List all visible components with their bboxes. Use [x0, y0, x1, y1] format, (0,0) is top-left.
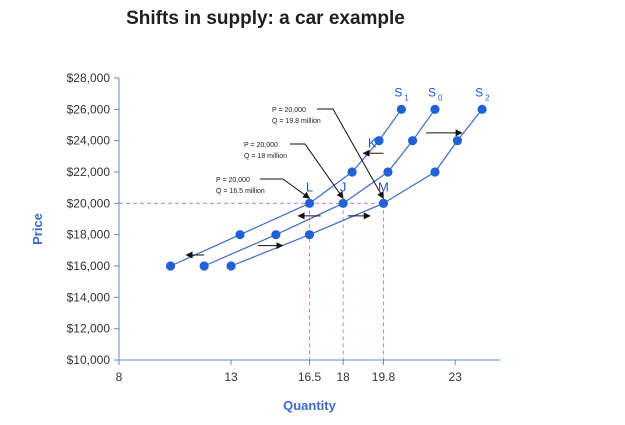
point-s0 [271, 230, 281, 240]
x-tick-label: 13 [224, 370, 238, 384]
y-tick-label: $14,000 [67, 290, 111, 304]
series-subscript-s1: 1 [404, 93, 409, 102]
point-s1 [396, 104, 406, 114]
y-tick-label: $28,000 [67, 71, 111, 85]
y-axis-title: Price [30, 213, 45, 245]
x-tick-label: 8 [116, 370, 123, 384]
reference-lines [119, 202, 384, 360]
x-tick-label: 23 [448, 370, 462, 384]
point-label-l: L [306, 179, 313, 194]
chart-labels: S 1 S 0 S 2L J MK [306, 85, 490, 194]
point-s2 [477, 104, 487, 114]
callout-text: P = 20,000 [244, 142, 278, 149]
supply-line-s1 [170, 108, 402, 267]
point-s0 [199, 261, 209, 271]
y-tick-label: $10,000 [67, 353, 111, 367]
series-label-s0: S [428, 85, 436, 99]
y-tick-label: $24,000 [67, 134, 111, 148]
y-tick-label: $26,000 [67, 102, 111, 116]
point-s2 [430, 167, 440, 177]
point-s2 [378, 198, 389, 208]
point-label-j: J [340, 179, 347, 194]
point-s1 [347, 167, 357, 177]
point-s2 [452, 136, 463, 146]
callout-leader [317, 108, 384, 199]
series-subscript-s2: 2 [485, 93, 490, 102]
series-label-s1: S [394, 85, 402, 99]
y-tick-label: $12,000 [67, 322, 111, 336]
callout-text: P = 20,000 [216, 177, 250, 184]
callout-text: Q = 16.5 million [216, 188, 265, 195]
shift-arrows [185, 129, 463, 259]
series-subscript-s0: 0 [438, 93, 443, 102]
point-s1 [304, 198, 315, 208]
point-s1 [235, 230, 245, 240]
point-s0 [338, 198, 348, 208]
callout-text: P = 20,000 [272, 107, 306, 114]
x-axis-title: Quantity [283, 398, 336, 413]
point-label-k: K [368, 135, 377, 150]
point-s0 [407, 136, 418, 146]
y-tick-label: $16,000 [67, 259, 111, 273]
callout-text: Q = 18 million [244, 153, 287, 160]
callout-leader [260, 178, 311, 199]
point-s2 [304, 230, 315, 240]
callout-text: Q = 19.8 million [272, 118, 321, 125]
y-tick-label: $18,000 [67, 228, 111, 242]
point-s0 [430, 104, 440, 114]
point-s1 [165, 261, 176, 271]
supply-line-s0 [203, 108, 436, 267]
x-tick-label: 16.5 [298, 370, 322, 384]
callout-leader [290, 143, 344, 199]
series-label-s2: S [475, 85, 483, 99]
point-s0 [383, 167, 393, 177]
x-tick-label: 19.8 [372, 370, 396, 384]
point-s1 [374, 136, 384, 146]
point-label-m: M [378, 179, 389, 194]
chart-title: Shifts in supply: a car example [126, 8, 405, 29]
supply-curves [165, 104, 487, 271]
y-tick-label: $22,000 [67, 165, 111, 179]
callouts: P = 20,000 Q = 19.8 million P = 20,000 Q = … [216, 107, 384, 199]
y-tick-label: $20,000 [67, 196, 111, 210]
x-tick-label: 18 [336, 370, 350, 384]
axes: $10,000 $12,000 $14,000 $16,000 $18,000 $20,0… [30, 71, 500, 413]
point-s2 [226, 261, 236, 271]
